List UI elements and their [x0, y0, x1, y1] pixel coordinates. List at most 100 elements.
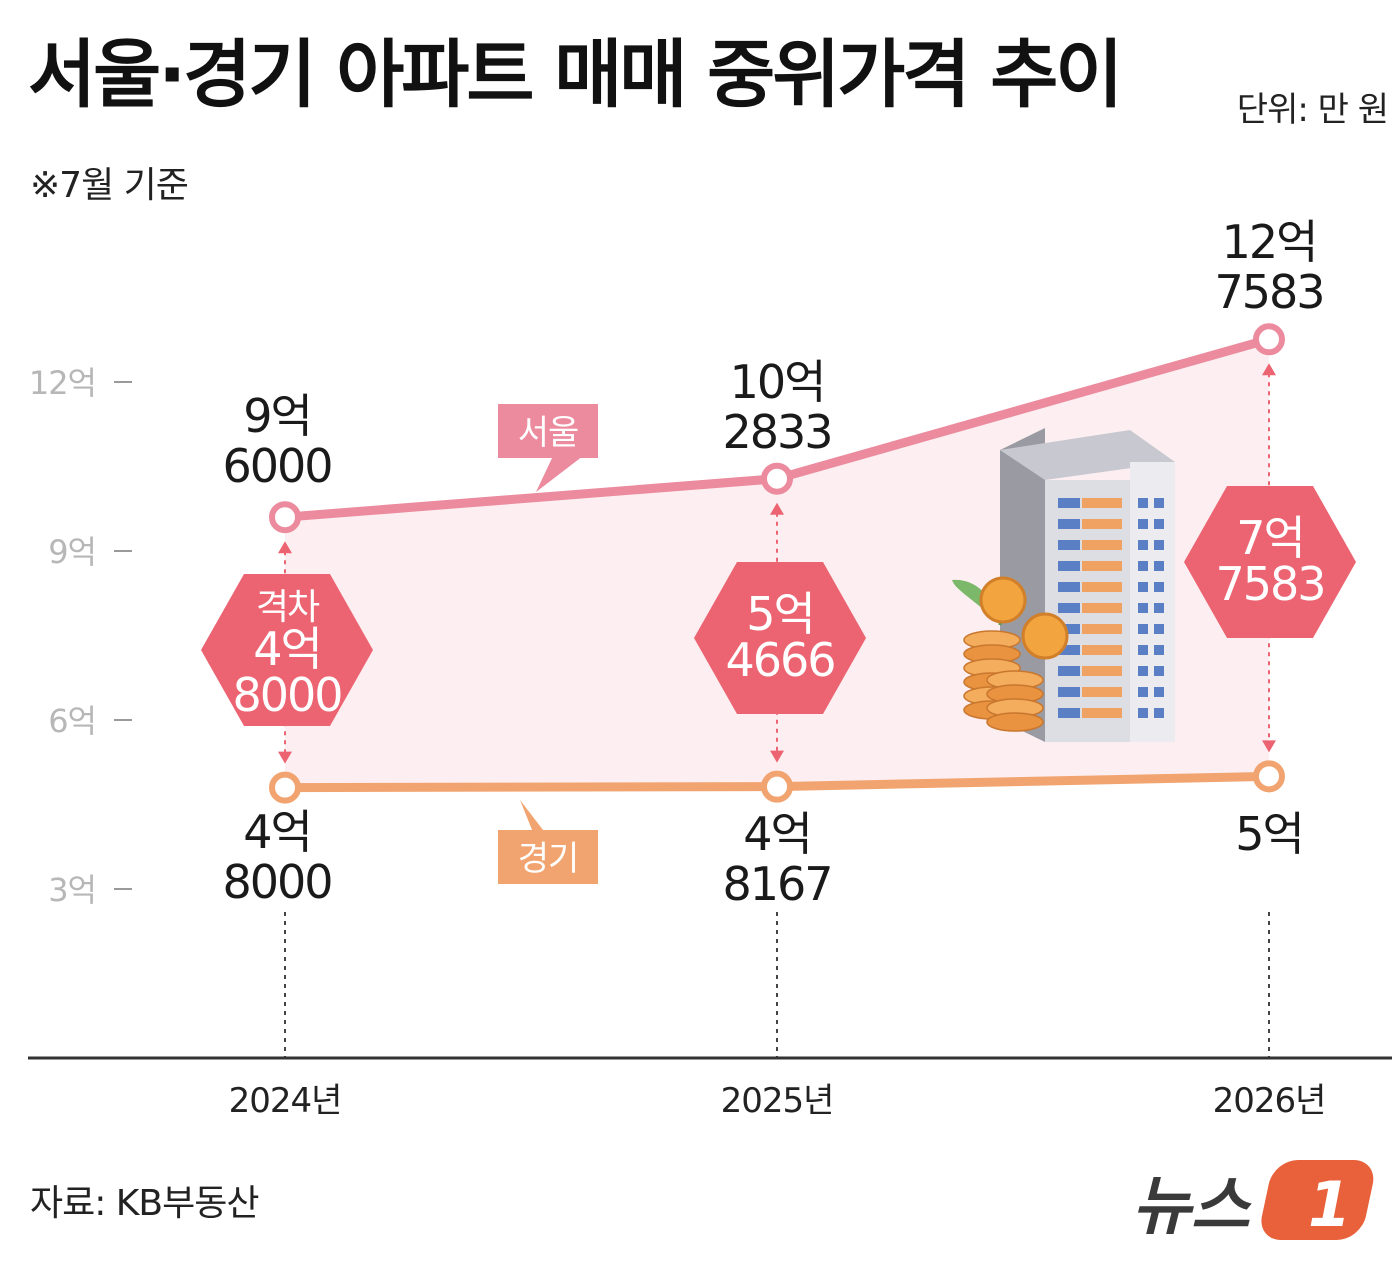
building-window [1082, 540, 1122, 550]
building-window [1138, 582, 1148, 592]
news1-logo-number: 1 [1308, 1168, 1351, 1241]
data-point-seoul [1253, 323, 1285, 356]
gap-arrow-head [770, 750, 784, 763]
coin-stack-icon [986, 712, 1044, 732]
data-label-seoul: 12억 [1222, 215, 1317, 269]
x-tick-label: 2025년 [721, 1081, 834, 1121]
building-window [1058, 540, 1080, 550]
y-tick-label: 3억 [48, 871, 96, 909]
building-window [1058, 645, 1080, 655]
data-label-gyeonggi: 8000 [222, 855, 331, 909]
legend-tag-seoul-text: 서울 [518, 413, 579, 453]
building-window [1138, 540, 1148, 550]
news1-logo: 뉴스 1 [1132, 1160, 1374, 1244]
building-window [1082, 666, 1122, 676]
building-window [1082, 519, 1122, 529]
building-window [1058, 708, 1080, 718]
building-window [1154, 603, 1164, 613]
building-window [1154, 498, 1164, 508]
building-window [1082, 603, 1122, 613]
gap-label: 7583 [1215, 557, 1324, 611]
gap-label: 8000 [232, 668, 341, 722]
building-window [1138, 666, 1148, 676]
building-window [1154, 645, 1164, 655]
data-label-seoul: 9억 [243, 389, 311, 443]
building-window [1082, 687, 1122, 697]
y-tick-label: 12억 [29, 364, 96, 402]
data-point-gyeonggi [1253, 760, 1285, 793]
gap-arrow-head [1262, 363, 1276, 376]
chart-title: 서울·경기 아파트 매매 중위가격 추이 [28, 32, 1123, 118]
data-point-seoul [761, 462, 793, 495]
data-label-seoul: 7583 [1214, 265, 1323, 319]
legend-tag-seoul-pointer [536, 456, 583, 492]
building-window [1154, 540, 1164, 550]
unit-label: 단위: 만 원 [1236, 90, 1389, 130]
building-window [1058, 603, 1080, 613]
building-window [1138, 708, 1148, 718]
building-window [1058, 498, 1080, 508]
gap-hexagon [694, 562, 866, 714]
note-label: ※7월 기준 [30, 165, 189, 206]
building-window [1154, 582, 1164, 592]
legend-tag-gyeonggi-text: 경기 [518, 839, 579, 879]
gap-label: 4666 [725, 633, 834, 687]
building-window [1058, 519, 1080, 529]
building-window [1058, 624, 1080, 634]
building-window [1082, 561, 1122, 571]
building-window [1138, 498, 1148, 508]
y-tick-label: 9억 [48, 533, 96, 571]
legend-tag-gyeonggi-box [498, 830, 598, 884]
gap-arrow-head [1262, 740, 1276, 753]
building-window [1154, 561, 1164, 571]
building-window [1058, 687, 1080, 697]
building-window [1082, 624, 1122, 634]
data-label-gyeonggi: 4억 [243, 805, 311, 859]
data-label-seoul: 10억 [730, 355, 825, 409]
legend-tag-seoul-box [498, 404, 598, 458]
data-label-seoul: 2833 [722, 405, 831, 459]
building-window [1138, 624, 1148, 634]
data-label-gyeonggi: 5억 [1235, 807, 1303, 861]
data-point-gyeonggi [761, 770, 793, 803]
building-window [1138, 561, 1148, 571]
building-window [1154, 624, 1164, 634]
gap-arrow-head [278, 541, 292, 554]
data-point-gyeonggi [269, 771, 301, 804]
building-window [1138, 645, 1148, 655]
news1-logo-badge [1261, 1160, 1374, 1240]
gap-label: 5억 [746, 587, 814, 641]
coin-icon [979, 576, 1027, 624]
data-label-seoul: 6000 [222, 439, 331, 493]
gap-label: 4억 [253, 622, 321, 676]
data-label-gyeonggi: 8167 [722, 857, 831, 911]
building-right [1130, 462, 1175, 742]
x-tick-label: 2024년 [229, 1081, 342, 1121]
building-window [1058, 561, 1080, 571]
building-window [1138, 519, 1148, 529]
x-tick-label: 2026년 [1213, 1081, 1326, 1121]
gap-label: 7억 [1236, 511, 1304, 565]
building-window [1154, 519, 1164, 529]
coin-icon [1021, 612, 1069, 660]
building-window [1154, 687, 1164, 697]
gap-hexagon [201, 574, 373, 726]
building-window [1154, 708, 1164, 718]
gap-label: 격차 [256, 587, 320, 628]
source-label: 자료: KB부동산 [30, 1183, 259, 1224]
news1-logo-text: 뉴스 [1132, 1170, 1252, 1244]
building-window [1138, 687, 1148, 697]
data-point-seoul [269, 501, 301, 534]
gap-hexagon [1184, 486, 1356, 638]
y-tick-label: 6억 [48, 702, 96, 740]
building-window [1058, 582, 1080, 592]
building-window [1138, 603, 1148, 613]
building-window [1082, 708, 1122, 718]
building-window [1058, 666, 1080, 676]
building-window [1154, 666, 1164, 676]
data-label-gyeonggi: 4억 [743, 807, 811, 861]
building-window [1082, 645, 1122, 655]
building-window [1082, 582, 1122, 592]
